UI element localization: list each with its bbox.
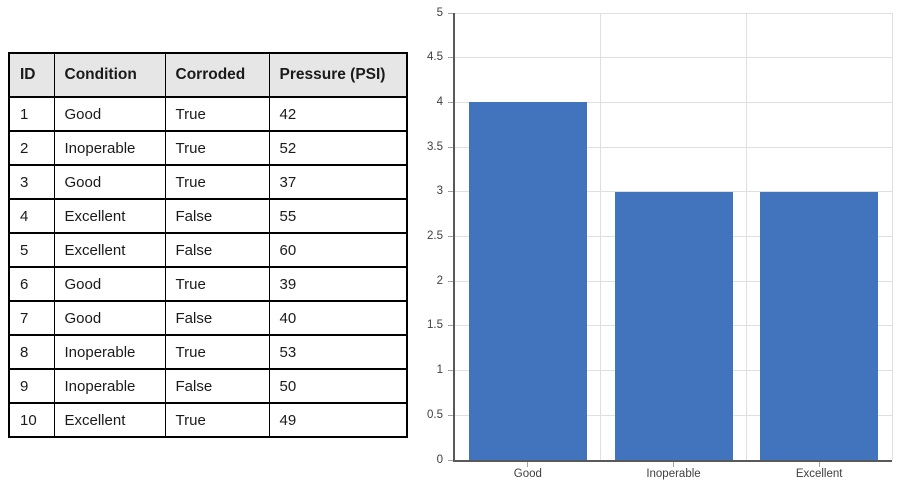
y-axis-tick	[448, 236, 455, 237]
cell-condition: Good	[53, 266, 166, 302]
table-row: 7 Good False 40	[8, 300, 408, 336]
bar-inoperable	[614, 191, 733, 460]
cell-condition: Excellent	[53, 198, 166, 234]
y-axis-tick-label: 3.5	[427, 140, 443, 153]
cell-corroded: True	[164, 96, 270, 132]
table-row: 3 Good True 37	[8, 164, 408, 200]
condition-count-bar-chart: 0 0.5 1 1.5 2 2.5 3 3.5 4 4.5 5 Good Inoperable Excel…	[420, 0, 904, 487]
cell-id: 10	[8, 402, 55, 438]
y-axis-tick-label: 2.5	[427, 230, 443, 242]
column-header-id: ID	[8, 52, 55, 98]
table-row: 4 Excellent False 55	[8, 198, 408, 234]
cell-condition: Inoperable	[53, 368, 166, 404]
cell-id: 6	[8, 266, 55, 302]
cell-condition: Excellent	[53, 232, 166, 268]
y-axis-tick-label: 1.5	[427, 319, 443, 332]
cell-pressure-psi: 52	[268, 130, 408, 166]
bar-excellent	[760, 191, 879, 460]
cell-id: 8	[8, 334, 55, 370]
cell-id: 4	[8, 198, 55, 234]
y-axis-line	[453, 13, 455, 462]
bar-good	[468, 102, 587, 460]
cell-corroded: False	[164, 198, 270, 234]
y-axis-tick	[448, 101, 455, 103]
pipe-inspection-table-container: ID Condition Corroded Pressure (PSI) 1 Good T…	[8, 52, 408, 438]
y-axis-tick-label: 4.5	[427, 51, 443, 64]
y-axis-tick-label: 5	[436, 6, 443, 19]
cell-corroded: False	[164, 368, 270, 404]
y-axis-tick	[448, 57, 455, 59]
cell-pressure-psi: 37	[268, 164, 408, 200]
x-axis-category-label: Inoperable	[646, 468, 701, 480]
horizontal-gridline	[455, 57, 892, 59]
table-row: 8 Inoperable True 53	[8, 334, 408, 370]
horizontal-gridline	[455, 12, 892, 14]
table-row: 2 Inoperable True 52	[8, 130, 408, 166]
table-row: 6 Good True 39	[8, 266, 408, 302]
cell-corroded: False	[164, 300, 270, 336]
pipe-inspection-table: ID Condition Corroded Pressure (PSI) 1 Good T…	[8, 52, 408, 438]
y-axis-tick	[448, 325, 455, 327]
cell-pressure-psi: 55	[268, 198, 408, 234]
x-axis-line	[453, 460, 892, 462]
column-header-condition: Condition	[53, 52, 166, 98]
x-axis-tick	[673, 462, 674, 467]
cell-pressure-psi: 39	[268, 266, 408, 302]
y-axis-tick	[448, 459, 455, 461]
cell-corroded: True	[164, 266, 270, 302]
x-axis-tick	[527, 462, 529, 467]
cell-pressure-psi: 42	[268, 96, 408, 132]
table-row: 5 Excellent False 60	[8, 232, 408, 268]
cell-condition: Inoperable	[53, 130, 166, 166]
y-axis-tick-label: 3	[436, 185, 443, 198]
table-row: 1 Good True 42	[8, 96, 408, 132]
column-header-corroded: Corroded	[164, 52, 270, 98]
x-axis-category-label: Excellent	[795, 468, 843, 480]
cell-pressure-psi: 50	[268, 368, 408, 404]
cell-corroded: True	[164, 130, 270, 166]
cell-id: 9	[8, 368, 55, 404]
vertical-gridline	[891, 13, 893, 460]
y-axis-tick	[448, 146, 455, 148]
cell-corroded: False	[164, 232, 270, 268]
vertical-gridline	[600, 13, 602, 460]
cell-id: 3	[8, 164, 55, 200]
y-axis-tick-label: 2	[436, 274, 443, 287]
y-axis-tick-label: 0.5	[427, 408, 443, 421]
y-axis-tick-label: 4	[436, 95, 443, 108]
y-axis-tick	[448, 12, 455, 14]
cell-pressure-psi: 53	[268, 334, 408, 370]
cell-id: 1	[8, 96, 55, 132]
y-axis-tick-label: 1	[436, 364, 443, 377]
horizontal-gridline	[455, 101, 892, 103]
y-axis-tick	[448, 191, 455, 193]
cell-condition: Inoperable	[53, 334, 166, 370]
y-axis-tick	[448, 414, 455, 416]
y-axis-tick	[448, 370, 455, 372]
cell-corroded: True	[164, 334, 270, 370]
cell-corroded: True	[164, 164, 270, 200]
cell-id: 7	[8, 300, 55, 336]
cell-id: 5	[8, 232, 55, 268]
vertical-gridline	[745, 13, 747, 460]
horizontal-gridline	[455, 146, 892, 148]
table-row: 9 Inoperable False 50	[8, 368, 408, 404]
cell-condition: Good	[53, 164, 166, 200]
table-header-row: ID Condition Corroded Pressure (PSI)	[8, 52, 408, 98]
cell-pressure-psi: 40	[268, 300, 408, 336]
column-header-pressure-psi: Pressure (PSI)	[268, 52, 408, 98]
cell-condition: Excellent	[53, 402, 166, 438]
x-axis-category-label: Good	[513, 468, 542, 480]
cell-pressure-psi: 60	[268, 232, 408, 268]
cell-id: 2	[8, 130, 55, 166]
cell-condition: Good	[53, 96, 166, 132]
cell-corroded: True	[164, 402, 270, 438]
y-axis-tick	[448, 280, 455, 282]
x-axis-tick	[818, 462, 820, 467]
y-axis-tick-label: 0	[436, 453, 443, 466]
cell-pressure-psi: 49	[268, 402, 408, 438]
cell-condition: Good	[53, 300, 166, 336]
table-row: 10 Excellent True 49	[8, 402, 408, 438]
